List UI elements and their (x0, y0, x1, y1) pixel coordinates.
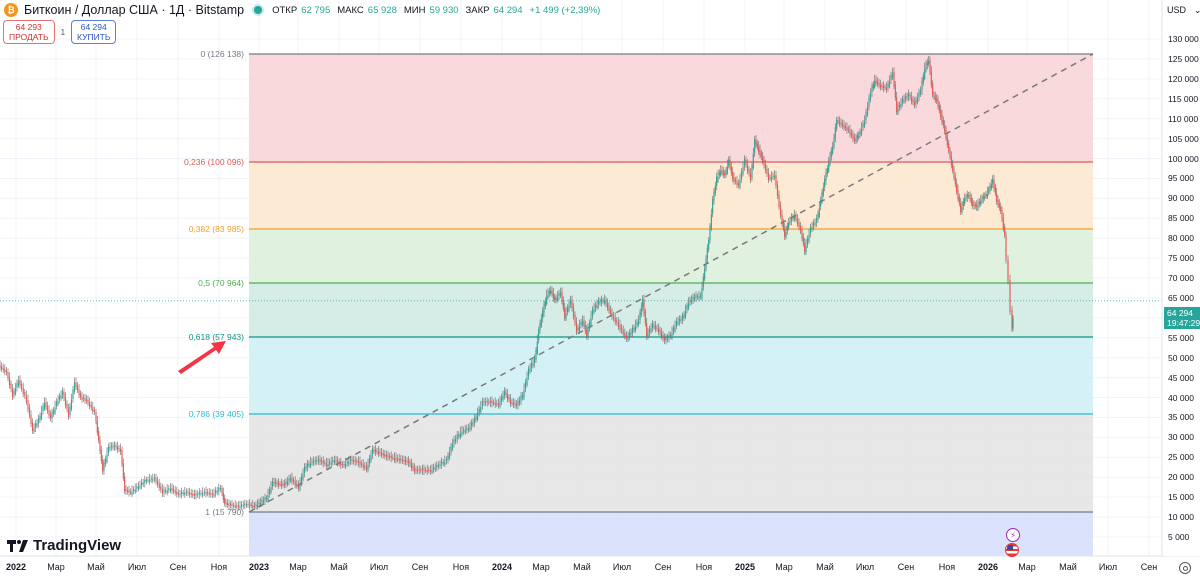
price-tick-label: 15 000 (1168, 492, 1194, 503)
price-tick-label: 110 000 (1168, 113, 1199, 124)
time-tick-label: Май (330, 562, 348, 572)
time-tick-label: Июл (855, 562, 875, 572)
symbol-header: ₿ Биткоин / Доллар США · 1Д · Bitstamp О… (4, 3, 603, 17)
price-tick-label: 95 000 (1168, 173, 1194, 184)
time-tick-label: Сен (169, 562, 187, 572)
price-tick-label: 70 000 (1168, 273, 1194, 284)
fib-level-label: 0,382 (83 985) (188, 224, 244, 234)
last-price: 64 294 (1167, 308, 1193, 318)
buy-label: КУПИТЬ (77, 32, 111, 42)
time-tick-label: Мар (532, 562, 550, 572)
last-price-tag: 64 294 19:47:29 (1164, 307, 1200, 329)
settings-icon[interactable] (1179, 562, 1191, 574)
buy-price: 64 294 (80, 22, 107, 32)
symbol-title[interactable]: Биткоин / Доллар США · 1Д · Bitstamp (24, 3, 245, 17)
time-tick-label: Сен (897, 562, 915, 572)
time-tick-label: Ноя (695, 562, 713, 572)
time-tick-label: Июл (1098, 562, 1118, 572)
time-tick-label: Мар (47, 562, 65, 572)
high-value: 65 928 (367, 4, 397, 16)
price-tick-label: 5 000 (1168, 532, 1190, 542)
time-tick-label: Ноя (938, 562, 956, 572)
price-tick-label: 50 000 (1168, 352, 1194, 363)
price-tick-label: 115 000 (1168, 93, 1199, 104)
price-tick-label: 75 000 (1168, 253, 1194, 264)
price-tick-label: 100 000 (1168, 153, 1199, 164)
trade-panel: 64 293 ПРОДАТЬ 1 64 294 КУПИТЬ (3, 20, 117, 44)
brand-name: TradingView (33, 537, 122, 554)
fib-level-label: 0 (126 138) (200, 49, 244, 59)
time-tick-label: Май (816, 562, 834, 572)
price-tick-label: 120 000 (1168, 73, 1199, 84)
currency-label: USD (1167, 5, 1187, 15)
fib-level-label: 0,786 (39 405) (188, 409, 244, 419)
time-tick-label: 2025 (734, 562, 756, 572)
time-tick-label: Май (573, 562, 591, 572)
close-value: 64 294 (493, 4, 523, 16)
time-tick-label: Ноя (210, 562, 228, 572)
bar-countdown: 19:47:29 (1167, 318, 1200, 328)
price-tick-label: 85 000 (1168, 213, 1194, 224)
open-value: 62 795 (301, 4, 331, 16)
time-tick-label: 2023 (248, 562, 270, 572)
price-tick-label: 65 000 (1168, 292, 1194, 303)
chevron-down-icon: ⌄ (1194, 4, 1200, 15)
tradingview-logo-icon (7, 539, 28, 552)
spread-value: 1 (60, 27, 66, 37)
time-tick-label: Ноя (452, 562, 470, 572)
buy-button[interactable]: 64 294 КУПИТЬ (71, 20, 117, 44)
price-tick-label: 105 000 (1168, 133, 1199, 144)
market-status-icon (254, 6, 263, 14)
time-tick-label: Мар (1018, 562, 1036, 572)
time-tick-label: 2022 (5, 562, 27, 572)
time-tick-label: Сен (411, 562, 429, 572)
price-tick-label: 30 000 (1168, 432, 1194, 443)
sell-price: 64 293 (15, 22, 42, 32)
price-tick-label: 45 000 (1168, 372, 1194, 383)
time-tick-label: Сен (654, 562, 672, 572)
fib-level-label: 0,618 (57 943) (188, 332, 244, 342)
fib-level-label: 1 (15 790) (205, 507, 244, 517)
time-tick-label: Июл (127, 562, 147, 572)
change-value: +1 499 (+2,39%) (529, 4, 601, 16)
price-tick-label: 25 000 (1168, 452, 1194, 463)
time-tick-label: Май (87, 562, 105, 572)
price-tick-label: 80 000 (1168, 233, 1194, 244)
close-label: ЗАКР (465, 4, 490, 16)
time-tick-label: Мар (289, 562, 307, 572)
sell-label: ПРОДАТЬ (9, 32, 49, 42)
open-label: ОТКР (272, 4, 298, 16)
high-label: МАКС (337, 4, 364, 16)
time-tick-label: Июл (369, 562, 389, 572)
low-value: 59 930 (429, 4, 459, 16)
price-tick-label: 130 000 (1168, 34, 1199, 44)
price-tick-label: 40 000 (1168, 392, 1194, 403)
price-tick-label: 55 000 (1168, 332, 1194, 343)
time-tick-label: Май (1059, 562, 1077, 572)
fib-level-label: 0,5 (70 964) (198, 278, 244, 288)
price-tick-label: 20 000 (1168, 472, 1194, 483)
low-label: МИН (403, 4, 426, 16)
time-tick-label: 2026 (977, 562, 999, 572)
price-tick-label: 10 000 (1168, 512, 1194, 523)
time-tick-label: Мар (775, 562, 793, 572)
price-tick-label: 35 000 (1168, 412, 1194, 423)
us-flag-event-icon[interactable] (1005, 543, 1019, 557)
time-tick-label: 2024 (491, 562, 513, 572)
time-tick-label: Июл (612, 562, 632, 572)
price-tick-label: 125 000 (1168, 53, 1199, 64)
tradingview-logo[interactable]: TradingView (7, 537, 121, 554)
price-tick-label: 90 000 (1168, 193, 1194, 204)
fib-level-label: 0,236 (100 096) (183, 157, 244, 167)
bitcoin-icon: ₿ (4, 3, 18, 17)
flash-event-icon[interactable]: ⚡ (1006, 528, 1020, 542)
time-tick-label: Сен (1140, 562, 1158, 572)
sell-button[interactable]: 64 293 ПРОДАТЬ (3, 20, 55, 44)
ohlc-values: ОТКР 62 795 МАКС 65 928 МИН 59 930 ЗАКР 64 2… (272, 5, 603, 16)
currency-selector[interactable]: USD ⌄ (1162, 2, 1200, 18)
